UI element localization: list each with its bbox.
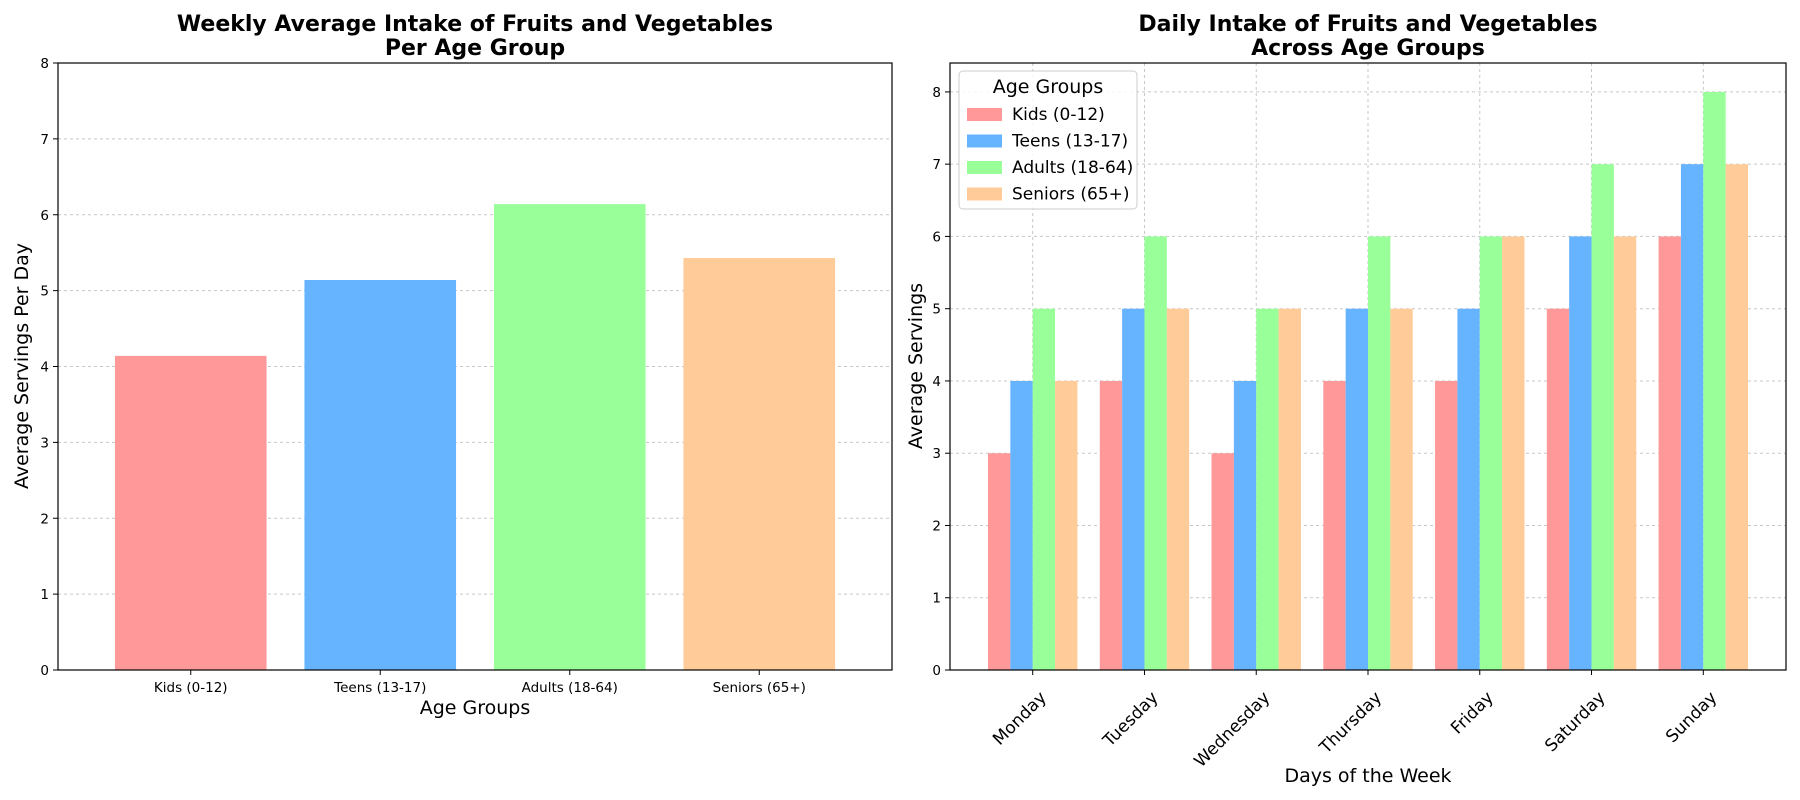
bar-teens-13-17: [304, 280, 457, 670]
y-tick-label: 3: [40, 435, 49, 451]
y-tick-label: 7: [40, 132, 49, 148]
y-tick-label: 6: [40, 208, 49, 224]
legend-label: Kids (0-12): [1012, 105, 1105, 125]
bar-sunday-series-3: [1703, 91, 1726, 670]
y-tick-label: 1: [932, 591, 941, 607]
y-tick-label: 8: [932, 85, 941, 101]
left-chart-y-axis-label: Average Servings Per Day: [11, 243, 33, 489]
bar-thursday-series-2: [1345, 308, 1368, 670]
bar-saturday-series-2: [1569, 236, 1592, 670]
bar-tuesday-series-4: [1166, 308, 1190, 670]
bar-friday-series-3: [1479, 236, 1503, 670]
x-tick-label: Thursday: [1315, 688, 1386, 759]
right-chart-y-ticks: 0 1 2 3 4 5 6 7 8: [932, 85, 950, 679]
bar-friday-series-2: [1457, 308, 1480, 670]
x-tick-label: Teens (13-17): [333, 680, 426, 696]
y-tick-label: 1: [40, 587, 49, 603]
left-chart-title-line2: Per Age Group: [385, 36, 565, 61]
left-chart-x-ticks: Kids (0-12) Teens (13-17) Adults (18-64) Se…: [154, 670, 806, 696]
bar-monday-series-3: [1032, 308, 1056, 670]
bar-sunday-series-1: [1658, 236, 1681, 670]
y-tick-label: 2: [40, 511, 49, 527]
right-chart-axes-frame: [949, 62, 1787, 671]
y-tick-label: 2: [932, 518, 941, 534]
bar-adults-18-64: [493, 204, 646, 670]
right-chart-bars: [988, 91, 1748, 670]
right-chart-title-line1: Daily Intake of Fruits and Vegetables: [1138, 12, 1597, 37]
left-chart-x-axis-label: Age Groups: [420, 697, 531, 719]
bar-kids-0-12: [114, 355, 267, 670]
y-tick-label: 3: [932, 446, 941, 462]
bar-sunday-series-4: [1725, 164, 1748, 670]
bar-saturday-series-1: [1546, 308, 1570, 670]
bar-tuesday-series-1: [1099, 380, 1123, 670]
bar-seniors-65: [683, 257, 836, 670]
x-tick-label: Wednesday: [1191, 688, 1275, 772]
right-chart-x-ticks: Monday Tuesday Wednesday Thursday Friday Satu…: [989, 670, 1721, 772]
bar-saturday-series-3: [1591, 164, 1614, 670]
y-tick-label: 4: [40, 360, 49, 376]
bar-wednesday-series-1: [1211, 453, 1234, 670]
right-chart: Daily Intake of Fruits and Vegetables Ac…: [905, 12, 1787, 787]
bar-wednesday-series-2: [1233, 380, 1257, 670]
bar-monday-series-2: [1010, 380, 1033, 670]
y-tick-label: 8: [40, 56, 49, 72]
legend-swatch: [967, 108, 1002, 121]
bar-monday-series-4: [1055, 380, 1078, 670]
legend-label: Seniors (65+): [1012, 185, 1130, 205]
right-chart-legend: Age Groups Kids (0-12) Teens (13-17) Adults…: [958, 70, 1138, 210]
x-tick-label: Sunday: [1662, 688, 1721, 747]
x-tick-label: Friday: [1447, 688, 1498, 739]
x-tick-label: Adults (18-64): [522, 680, 618, 696]
y-tick-label: 0: [932, 663, 941, 679]
bar-wednesday-series-3: [1256, 308, 1279, 670]
x-tick-label: Seniors (65+): [713, 680, 806, 696]
left-chart: Weekly Average Intake of Fruits and Vege…: [11, 12, 893, 719]
y-tick-label: 0: [40, 663, 49, 679]
bar-monday-series-1: [988, 453, 1011, 670]
left-chart-title-line1: Weekly Average Intake of Fruits and Vege…: [177, 12, 773, 37]
y-tick-label: 6: [932, 229, 941, 245]
left-chart-bars: [114, 204, 836, 670]
bar-friday-series-1: [1435, 380, 1458, 670]
x-tick-label: Monday: [989, 688, 1051, 750]
legend-swatch: [967, 134, 1002, 148]
left-chart-axes-frame: [57, 62, 893, 671]
right-chart-title-line2: Across Age Groups: [1251, 36, 1485, 61]
x-tick-label: Saturday: [1541, 688, 1609, 756]
legend-swatch: [967, 161, 1002, 174]
right-chart-x-axis-label: Days of the Week: [1284, 765, 1451, 787]
bar-thursday-series-3: [1368, 236, 1391, 670]
bar-friday-series-4: [1502, 236, 1525, 670]
left-chart-y-ticks: 0 1 2 3 4 5 6 7 8: [40, 56, 58, 679]
legend-label: Teens (13-17): [1011, 132, 1128, 152]
bar-thursday-series-1: [1323, 380, 1346, 670]
y-tick-label: 5: [932, 302, 941, 318]
y-tick-label: 7: [932, 157, 941, 173]
bar-tuesday-series-3: [1144, 236, 1167, 670]
legend-label: Adults (18-64): [1012, 158, 1133, 178]
bar-tuesday-series-2: [1122, 308, 1145, 670]
legend-box: [958, 70, 1138, 210]
legend-title: Age Groups: [993, 76, 1104, 98]
bar-wednesday-series-4: [1278, 308, 1301, 670]
bar-saturday-series-4: [1613, 236, 1637, 670]
x-tick-label: Tuesday: [1099, 688, 1163, 752]
bar-sunday-series-2: [1680, 164, 1704, 670]
right-chart-y-axis-label: Average Servings: [905, 283, 927, 449]
bar-thursday-series-4: [1390, 308, 1413, 670]
legend-swatch: [967, 187, 1002, 201]
x-tick-label: Kids (0-12): [154, 680, 228, 696]
y-tick-label: 4: [932, 374, 941, 390]
y-tick-label: 5: [40, 284, 49, 300]
